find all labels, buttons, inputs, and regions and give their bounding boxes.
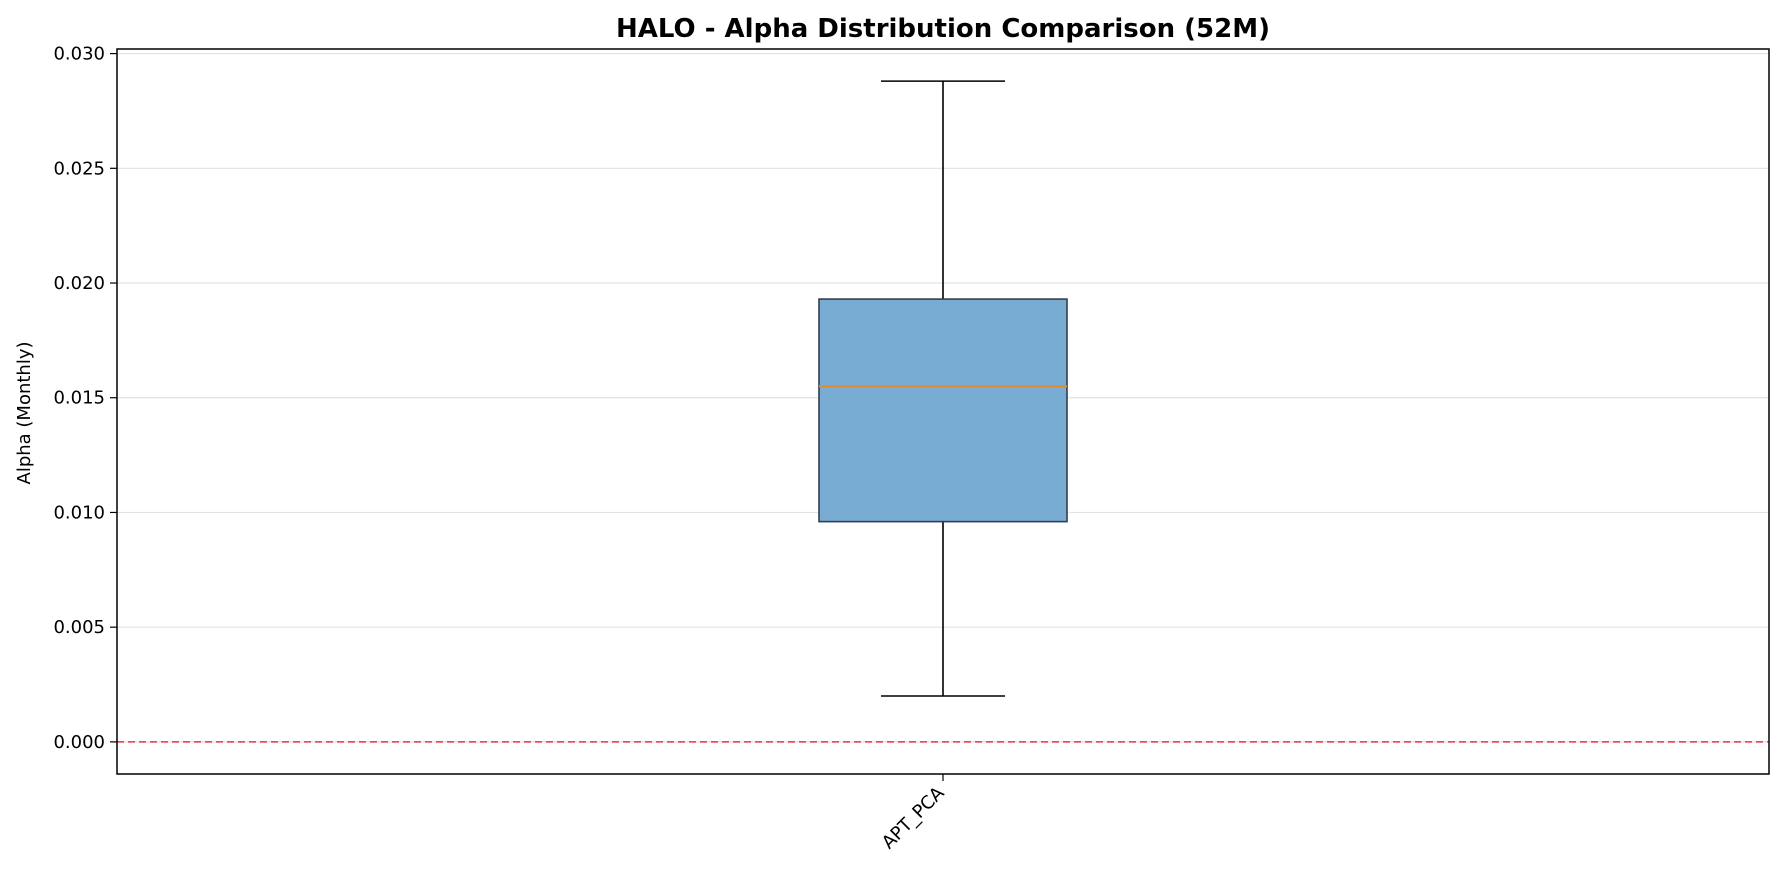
x-tick-label: APT_PCA <box>878 782 949 853</box>
chart-title: HALO - Alpha Distribution Comparison (52… <box>616 14 1270 44</box>
y-tick-label: 0.005 <box>53 617 105 638</box>
y-tick-label: 0.000 <box>53 732 105 753</box>
iqr-box <box>818 298 1068 523</box>
y-axis-label: Alpha (Monthly) <box>14 341 35 484</box>
y-tick-label: 0.030 <box>53 44 105 65</box>
x-axis-ticks: APT_PCA <box>878 774 949 853</box>
y-tick-label: 0.025 <box>53 158 105 179</box>
y-tick-label: 0.010 <box>53 502 105 523</box>
y-axis-ticks: 0.000 0.005 0.010 0.015 0.020 0.025 0.030 <box>53 44 117 753</box>
y-tick-label: 0.020 <box>53 273 105 294</box>
y-tick-label: 0.015 <box>53 388 105 409</box>
box-layer <box>818 80 1068 697</box>
